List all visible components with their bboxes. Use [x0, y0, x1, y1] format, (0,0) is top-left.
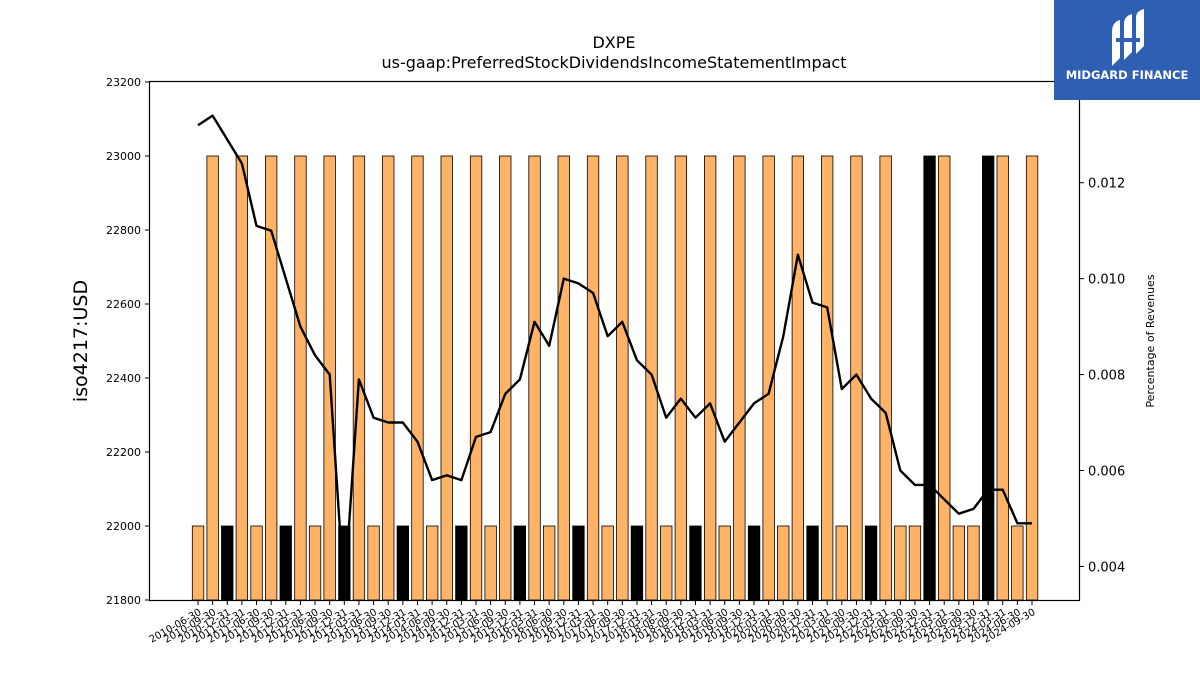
bar-2012-03-31 — [294, 155, 307, 601]
bar-2013-12-31 — [396, 525, 410, 601]
bar-2023-12-31 — [982, 155, 995, 601]
bar-2020-06-30 — [777, 525, 790, 601]
bar-2017-03-31 — [586, 155, 600, 601]
bar-2014-09-30 — [440, 155, 453, 601]
bar-2015-03-31 — [469, 155, 483, 601]
bar-2013-03-31 — [352, 155, 366, 601]
y-right-tick-label: 0.010 — [1088, 273, 1125, 288]
bar-2014-06-30 — [425, 525, 439, 601]
y-right-tick-label: 0.004 — [1088, 560, 1125, 575]
logo-badge: MIDGARD FINANCE — [1054, 0, 1200, 100]
bar-2021-03-31 — [821, 155, 834, 601]
y-tick-label: 23200 — [106, 76, 141, 89]
bar-2021-12-31 — [864, 525, 878, 601]
bar-2019-09-30 — [733, 155, 746, 601]
y-axis-right-label: Percentage of Revenues — [1144, 274, 1157, 407]
y-tick-label: 22400 — [106, 372, 141, 385]
bar-2011-03-31 — [235, 155, 249, 601]
y-tick-label: 22200 — [106, 446, 141, 459]
bar-2016-09-30 — [557, 155, 570, 601]
bar-2015-12-31 — [513, 525, 526, 601]
bar-2013-09-30 — [382, 155, 395, 601]
bar-2013-06-30 — [367, 525, 380, 601]
y-tick-label: 22000 — [106, 520, 141, 533]
percentage-line-group — [197, 114, 1032, 597]
bar-2018-06-30 — [660, 525, 673, 601]
bar-2019-06-30 — [718, 525, 731, 601]
bar-2011-12-31 — [279, 525, 292, 601]
bar-2015-09-30 — [499, 155, 512, 601]
chart-subtitle: us-gaap:PreferredStockDividendsIncomeSta… — [382, 53, 847, 72]
bar-2016-06-30 — [543, 525, 556, 601]
bar-2021-06-30 — [835, 525, 848, 601]
bar-2022-12-31 — [923, 155, 936, 601]
bar-2016-12-31 — [572, 525, 585, 601]
logo-text: MIDGARD FINANCE — [1065, 68, 1189, 82]
bar-2020-12-31 — [806, 525, 819, 601]
y-tick-label: 21800 — [106, 594, 141, 607]
bar-2023-09-30 — [967, 525, 980, 601]
bar-2011-06-30 — [250, 525, 263, 601]
bar-2022-06-30 — [894, 525, 907, 601]
bar-2012-06-30 — [308, 525, 322, 601]
bar-2010-12-31 — [221, 525, 234, 601]
midgard-logo-icon — [1112, 9, 1144, 66]
bar-2024-06-30 — [1011, 525, 1024, 601]
bar-2010-06-30 — [191, 525, 205, 601]
bar-2011-09-30 — [264, 155, 278, 601]
bar-2018-12-31 — [689, 525, 702, 601]
bar-2017-06-30 — [601, 525, 614, 601]
bars-group — [191, 155, 1039, 601]
y-axis-right: 0.004 0.006 0.008 0.010 0.012 — [1079, 177, 1125, 575]
y-tick-label: 23000 — [106, 150, 141, 163]
y-right-tick-label: 0.006 — [1088, 465, 1125, 480]
bar-2022-09-30 — [908, 525, 922, 601]
bar-2019-12-31 — [747, 525, 761, 601]
bar-2022-03-31 — [879, 155, 892, 601]
bar-2024-03-31 — [996, 155, 1009, 601]
bar-2016-03-31 — [528, 155, 541, 601]
bar-2014-03-31 — [411, 155, 424, 601]
bar-2019-03-31 — [704, 155, 717, 601]
bar-2024-09-30 — [1025, 155, 1039, 601]
bar-2014-12-31 — [455, 525, 468, 601]
chart-title: DXPE — [592, 33, 635, 52]
y-axis-left: 21800 22000 22200 22400 22600 22800 23000 23200 — [106, 76, 150, 607]
bar-2023-03-31 — [938, 155, 951, 601]
y-axis-label: iso4217:USD — [70, 280, 92, 402]
bar-2020-09-30 — [791, 155, 804, 601]
plot-frame — [148, 80, 1081, 602]
x-axis: 2010-06-302010-09-302010-12-312011-03-31… — [148, 600, 1038, 646]
y-right-tick-label: 0.012 — [1088, 177, 1125, 192]
bar-2017-12-31 — [630, 525, 644, 601]
bar-2010-09-30 — [206, 155, 219, 601]
y-tick-label: 22600 — [106, 298, 141, 311]
bar-2018-09-30 — [674, 155, 687, 601]
percentage-of-revenues-line — [197, 114, 1032, 597]
y-tick-label: 22800 — [106, 224, 141, 237]
y-right-tick-label: 0.008 — [1088, 369, 1125, 384]
bar-2023-06-30 — [952, 525, 965, 601]
bar-2017-09-30 — [616, 155, 629, 601]
bar-2015-06-30 — [484, 525, 497, 601]
